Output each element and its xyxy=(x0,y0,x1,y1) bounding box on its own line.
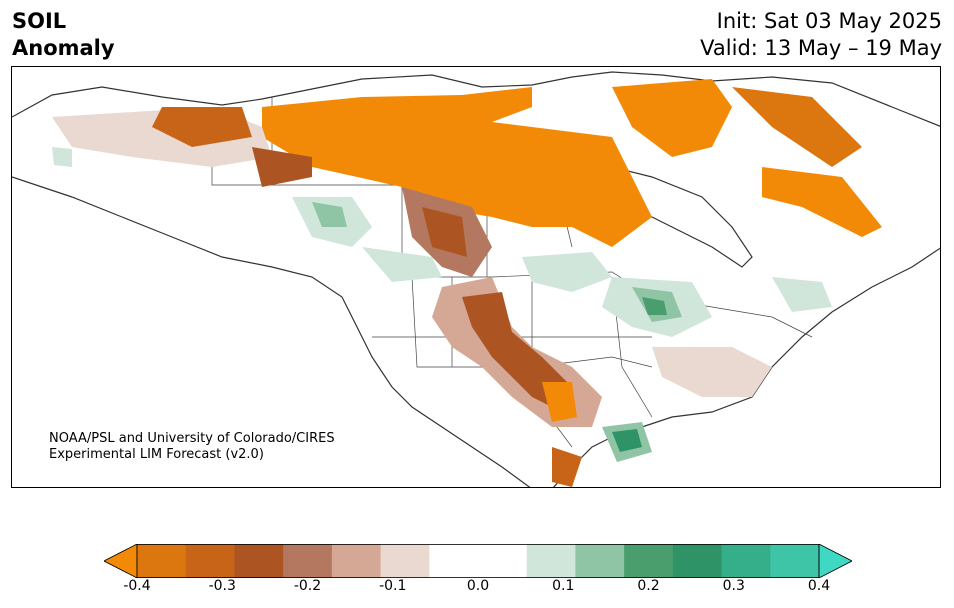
colorbar-tick-label: 0.1 xyxy=(552,578,575,594)
forecast-dates: Init: Sat 03 May 2025 Valid: 13 May – 19… xyxy=(700,8,942,62)
colorbar-cell xyxy=(429,544,479,578)
colorbar-tick-label: 0.3 xyxy=(722,578,745,594)
dry-anomaly-fills xyxy=(52,79,882,487)
colorbar-tick-label: 0.2 xyxy=(637,578,660,594)
valid-range: Valid: 13 May – 19 May xyxy=(700,36,942,60)
colorbar-cell xyxy=(721,544,771,578)
wet-anomaly-fills xyxy=(52,147,832,462)
colorbar-tick-label: -0.1 xyxy=(379,578,407,594)
colorbar-tick-label: -0.2 xyxy=(293,578,322,594)
colorbar-cell xyxy=(137,544,187,578)
credit-line-2: Experimental LIM Forecast (v2.0) xyxy=(49,447,264,462)
init-date: Init: Sat 03 May 2025 xyxy=(716,9,942,33)
colorbar-cell xyxy=(380,544,430,578)
map-title: SOIL Anomaly xyxy=(12,8,115,62)
colorbar-tick-label: 0.4 xyxy=(807,578,831,594)
variable-name: SOIL xyxy=(12,9,67,33)
variable-subtitle: Anomaly xyxy=(12,36,115,60)
colorbar-cell xyxy=(478,544,528,578)
colorbar-tick-label: -0.4 xyxy=(123,578,151,594)
colorbar-cell xyxy=(234,544,284,578)
credit-text: NOAA/PSL and University of Colorado/CIRE… xyxy=(49,431,335,463)
colorbar-cell xyxy=(283,544,333,578)
colorbar-cell xyxy=(624,544,674,578)
anomaly-map xyxy=(11,66,941,488)
colorbar-cell xyxy=(770,544,820,578)
colorbar-cell xyxy=(672,544,723,578)
map-svg xyxy=(12,71,940,487)
colorbar-cell xyxy=(575,544,625,578)
colorbar-extend-low xyxy=(104,544,138,578)
colorbar-cell xyxy=(331,544,382,578)
colorbar-cell xyxy=(185,544,235,578)
colorbar xyxy=(104,544,852,578)
colorbar-tick-label: -0.3 xyxy=(208,578,236,594)
colorbar-tick-label: 0.0 xyxy=(466,578,490,594)
colorbar-outline xyxy=(136,544,820,578)
colorbar-extend-high xyxy=(818,544,852,578)
credit-line-1: NOAA/PSL and University of Colorado/CIRE… xyxy=(49,431,335,446)
colorbar-cells xyxy=(104,544,852,578)
colorbar-cell xyxy=(526,544,576,578)
